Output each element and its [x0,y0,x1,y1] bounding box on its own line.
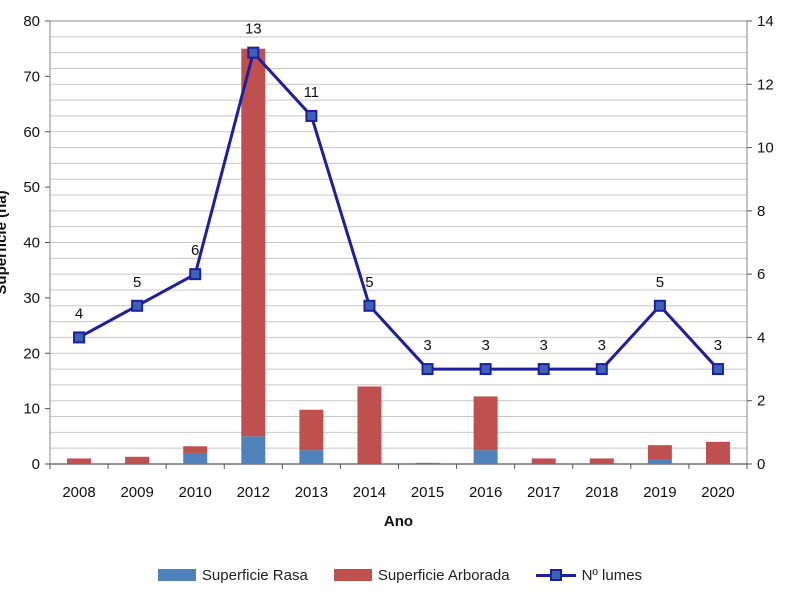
x-tick-label: 2019 [643,484,676,501]
legend-label-arborada: Superficie Arborada [377,566,510,584]
point-lumes [421,363,434,376]
bar-arborada [183,446,208,453]
x-tick-label: 2020 [701,484,734,501]
legend-label-lumes: Nº lumes [581,566,643,584]
bar-rasa [241,436,266,464]
y-tick-label: 20 [23,345,40,362]
y-tick-label: 60 [23,124,40,141]
data-label-lumes: 4 [75,305,83,322]
data-label-lumes: 5 [656,274,664,291]
point-lumes [595,363,608,376]
y2-tick-label: 10 [757,140,774,157]
data-label-lumes: 13 [245,21,262,38]
bar-rasa [473,450,498,464]
x-tick-label: 2016 [469,484,502,501]
data-label-lumes: 3 [598,337,606,354]
data-label-lumes: 11 [304,84,320,101]
bar-arborada [67,458,92,464]
data-label-lumes: 6 [191,242,199,259]
y2-tick-label: 12 [757,76,774,93]
point-lumes [247,46,260,59]
y-tick-label: 70 [23,68,40,85]
y-tick-label: 0 [32,456,40,473]
chart: 0 10 20 30 40 50 60 70 80 0 2 4 6 8 10 12 14 2008 2009 2010… [0,13,774,530]
data-label-lumes: 3 [423,337,431,354]
y2-tick-label: 2 [757,393,765,410]
x-tick-label: 2010 [179,484,212,501]
line-lumes [78,51,720,371]
y-tick-label: 30 [23,290,40,307]
bar-arborada [241,48,266,437]
legend-swatch-lumes [535,569,576,581]
legend-swatch-rasa [157,569,196,581]
x-axis-title: Ano [384,513,413,530]
y-tick-label: 40 [23,235,40,252]
point-lumes [479,363,492,376]
x-tick-label: 2008 [62,484,95,501]
y-tick-label: 50 [23,179,40,196]
point-lumes [131,299,144,312]
bar-arborada [705,441,730,464]
x-tick-label: 2013 [295,484,328,501]
legend-swatch-arborada [333,569,372,581]
y2-tick-label: 6 [757,266,765,283]
bar-arborada [299,409,324,451]
bar-arborada [589,458,614,464]
y-tick-label: 80 [23,13,40,30]
legend: Superficie Rasa Superficie Arborada Nº l… [0,560,800,590]
legend-label-rasa: Superficie Rasa [201,566,308,584]
x-tick-label: 2012 [237,484,270,501]
y2-tick-label: 14 [757,13,774,30]
x-tick-label: 2017 [527,484,560,501]
data-label-lumes: 3 [481,337,489,354]
point-lumes [653,299,666,312]
point-lumes [711,363,724,376]
bar-arborada [473,396,498,451]
x-tick-label: 2015 [411,484,444,501]
data-label-lumes: 5 [133,274,141,291]
point-lumes [73,331,86,344]
bar-rasa [183,452,208,464]
y2-tick-label: 4 [757,329,765,346]
y-tick-label: 10 [23,401,40,418]
bar-rasa [647,459,672,464]
bar-arborada [647,445,672,460]
y-axis-title: Superficie (ha) [0,190,10,294]
bar-arborada [531,458,556,464]
bar-rasa [299,450,324,464]
point-lumes [537,363,550,376]
y2-tick-label: 8 [757,203,765,220]
y2-tick-label: 0 [757,456,765,473]
point-lumes [363,299,376,312]
bar-arborada [415,462,440,464]
bar-arborada [357,386,382,464]
data-label-lumes: 3 [540,337,548,354]
legend-item-rasa: Superficie Rasa [157,566,308,584]
x-tick-label: 2009 [120,484,153,501]
bar-arborada [125,456,150,464]
x-tick-label: 2014 [353,484,386,501]
legend-item-lumes: Nº lumes [535,566,643,584]
x-tick-label: 2018 [585,484,618,501]
point-lumes [305,109,318,122]
point-lumes [189,268,202,281]
legend-item-arborada: Superficie Arborada [333,566,510,584]
data-label-lumes: 5 [365,274,373,291]
data-label-lumes: 3 [714,337,722,354]
